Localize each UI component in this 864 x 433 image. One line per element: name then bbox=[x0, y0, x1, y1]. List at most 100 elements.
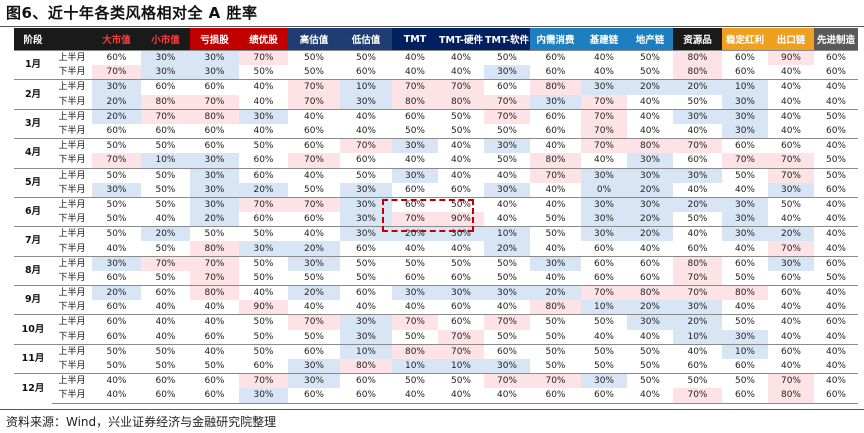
win-rate-cell: 50% bbox=[722, 314, 768, 330]
win-rate-cell: 40% bbox=[239, 285, 288, 301]
win-rate-cell: 30% bbox=[190, 50, 239, 66]
win-rate-cell: 30% bbox=[288, 373, 340, 389]
win-rate-cell: 60% bbox=[627, 255, 673, 271]
month-label: 2月 bbox=[14, 79, 52, 110]
figure-title: 图6、近十年各类风格相对全 A 胜率 bbox=[6, 4, 258, 22]
win-rate-cell: 50% bbox=[814, 167, 858, 183]
win-rate-cell: 50% bbox=[106, 361, 127, 372]
win-rate-cell: 40% bbox=[404, 155, 425, 166]
win-rate-cell: 30% bbox=[673, 108, 722, 124]
win-rate-cell: 50% bbox=[253, 272, 274, 283]
win-rate-cell: 40% bbox=[530, 138, 581, 154]
win-rate-cell: 50% bbox=[545, 361, 566, 372]
win-rate-cell: 80% bbox=[627, 285, 673, 301]
win-rate-cell: 40% bbox=[450, 243, 471, 254]
win-rate-cell: 30% bbox=[141, 50, 190, 66]
win-rate-cell: 30% bbox=[340, 226, 392, 242]
win-rate-cell: 40% bbox=[392, 388, 438, 404]
win-rate-cell: 80% bbox=[530, 300, 581, 315]
win-rate-cell: 50% bbox=[392, 373, 438, 389]
win-rate-cell: 40% bbox=[239, 79, 288, 95]
win-rate-cell: 70% bbox=[722, 153, 768, 168]
win-rate-cell: 60% bbox=[450, 184, 471, 195]
win-rate-cell: 40% bbox=[340, 108, 392, 124]
win-rate-cell: 30% bbox=[722, 108, 768, 124]
win-rate-cell: 50% bbox=[496, 155, 517, 166]
win-rate-cell: 20% bbox=[673, 314, 722, 330]
win-rate-cell: 30% bbox=[141, 65, 190, 80]
title-divider bbox=[0, 26, 864, 27]
win-rate-cell: 40% bbox=[814, 138, 858, 154]
win-rate-cell: 60% bbox=[204, 331, 225, 342]
win-rate-cell: 40% bbox=[814, 196, 858, 213]
month-label: 3月 bbox=[14, 108, 52, 139]
win-rate-cell: 40% bbox=[92, 388, 141, 404]
win-rate-cell: 50% bbox=[484, 255, 530, 271]
win-rate-cell: 30% bbox=[530, 255, 581, 271]
win-rate-cell: 40% bbox=[825, 96, 846, 107]
win-rate-cell: 30% bbox=[673, 167, 722, 183]
win-rate-cell: 60% bbox=[204, 126, 225, 137]
win-rate-cell: 80% bbox=[190, 108, 239, 124]
win-rate-cell: 50% bbox=[627, 373, 673, 389]
win-rate-cell: 30% bbox=[288, 255, 340, 271]
win-rate-cell: 10% bbox=[141, 153, 190, 168]
win-rate-cell: 30% bbox=[484, 285, 530, 301]
win-rate-cell: 40% bbox=[825, 302, 846, 313]
win-rate-cell: 40% bbox=[92, 373, 141, 389]
table-row: 下半月 60% 60% 60% 40% 60% 40% 50% 50% 50% 60% 70% 40% 4… bbox=[14, 123, 858, 139]
month-label: 5月 bbox=[14, 167, 52, 198]
win-rate-cell: 60% bbox=[814, 50, 858, 66]
win-rate-cell: 40% bbox=[593, 155, 614, 166]
win-rate-cell: 50% bbox=[450, 126, 471, 137]
win-rate-cell: 30% bbox=[190, 167, 239, 183]
win-rate-cell: 30% bbox=[92, 182, 141, 198]
win-rate-cell: 50% bbox=[141, 167, 190, 183]
win-rate-cell: 60% bbox=[825, 184, 846, 195]
win-rate-cell: 10% bbox=[722, 343, 768, 359]
win-rate-cell: 40% bbox=[155, 302, 176, 313]
win-rate-cell: 60% bbox=[355, 155, 376, 166]
win-rate-cell: 60% bbox=[545, 67, 566, 78]
win-rate-cell: 80% bbox=[673, 50, 722, 66]
win-rate-cell: 50% bbox=[639, 67, 660, 78]
month-label: 4月 bbox=[14, 138, 52, 168]
win-rate-cell: 60% bbox=[484, 343, 530, 359]
half-label: 下半月 bbox=[58, 126, 86, 137]
win-rate-cell: 30% bbox=[190, 65, 239, 80]
month-label: 1月 bbox=[14, 49, 52, 80]
win-rate-cell: 0% bbox=[581, 182, 627, 198]
win-rate-cell: 40% bbox=[545, 243, 566, 254]
header-style-15: 出口链 bbox=[768, 28, 814, 51]
win-rate-cell: 70% bbox=[340, 138, 392, 154]
win-rate-cell: 40% bbox=[673, 226, 722, 242]
win-rate-cell: 70% bbox=[581, 108, 627, 124]
win-rate-cell: 40% bbox=[687, 126, 708, 137]
win-rate-cell: 60% bbox=[141, 79, 190, 95]
half-label: 上半月 bbox=[52, 79, 92, 95]
table-row: 12月 上半月 40% 60% 60% 70% 30% 60% 50% 50% 70% 70% 30% 5… bbox=[14, 373, 858, 403]
half-label: 下半月 bbox=[58, 272, 86, 283]
table-row: 6月 上半月 50% 50% 30% 70% 70% 30% 60% 50% 40% 40% 30% 30… bbox=[14, 196, 858, 227]
win-rate-cell: 10% bbox=[722, 79, 768, 95]
win-rate-cell: 50% bbox=[303, 272, 324, 283]
win-rate-cell: 40% bbox=[496, 302, 517, 313]
win-rate-cell: 30% bbox=[722, 196, 768, 213]
win-rate-cell: 70% bbox=[673, 270, 722, 286]
win-rate-cell: 50% bbox=[404, 331, 425, 342]
win-rate-cell: 70% bbox=[530, 167, 581, 183]
win-rate-cell: 30% bbox=[92, 79, 141, 95]
win-rate-cell: 50% bbox=[404, 126, 425, 137]
win-rate-cell: 60% bbox=[722, 255, 768, 271]
win-rate-cell: 70% bbox=[288, 94, 340, 110]
win-rate-cell: 50% bbox=[141, 343, 190, 359]
win-rate-cell: 40% bbox=[593, 331, 614, 342]
win-rate-cell: 10% bbox=[581, 300, 627, 315]
win-rate-cell: 30% bbox=[581, 373, 627, 389]
table-row: 下半月 60% 50% 70% 50% 50% 50% 60% 60% 50% 40% 60% 60% 7… bbox=[14, 270, 858, 286]
win-rate-cell: 40% bbox=[814, 226, 858, 242]
win-rate-cell: 70% bbox=[581, 138, 627, 154]
win-rate-cell: 70% bbox=[768, 373, 814, 389]
win-rate-cell: 30% bbox=[722, 94, 768, 110]
win-rate-cell: 30% bbox=[581, 212, 627, 227]
